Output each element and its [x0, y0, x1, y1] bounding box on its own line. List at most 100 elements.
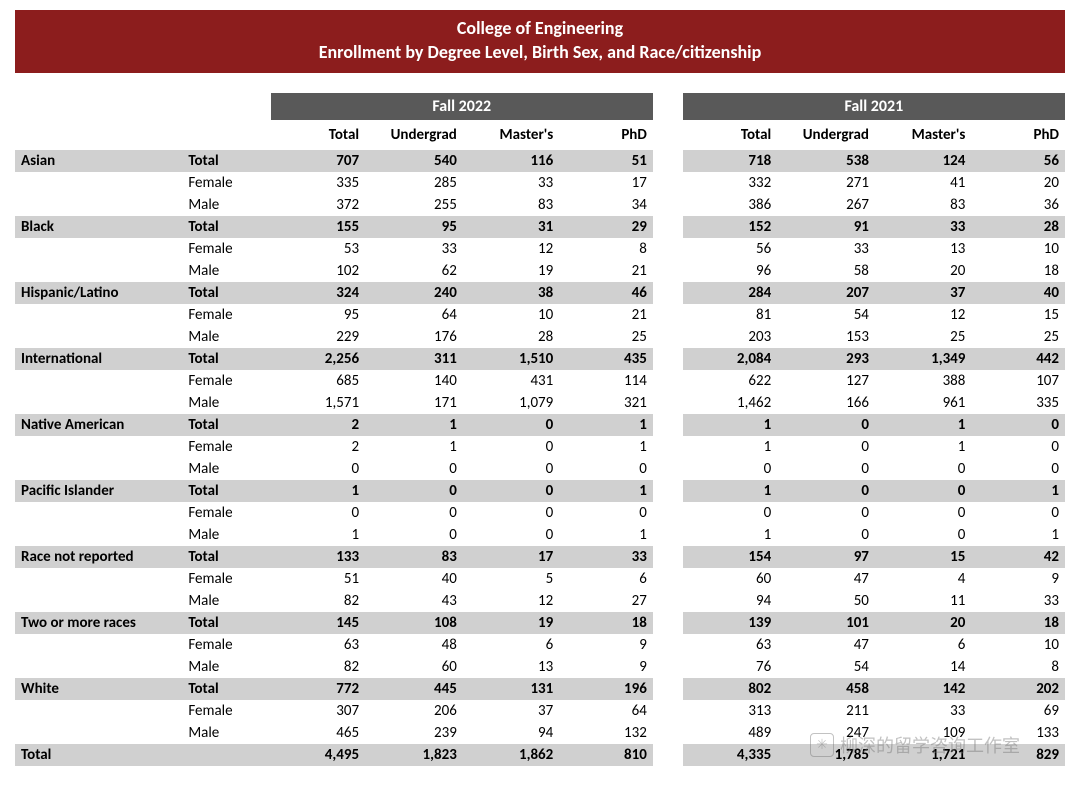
- value-cell: 5: [463, 568, 559, 590]
- value-cell: 64: [559, 700, 653, 722]
- watermark: ✳ 柳深的留学咨询工作室: [810, 732, 1020, 758]
- category-cell: Race not reported: [15, 546, 182, 568]
- table-row: Female21011010: [15, 436, 1065, 458]
- value-cell: 13: [875, 238, 971, 260]
- category-cell: [15, 524, 182, 546]
- value-cell: 2: [271, 436, 365, 458]
- value-cell: 1,349: [875, 348, 971, 370]
- value-cell: 1: [683, 480, 777, 502]
- value-cell: 0: [777, 480, 875, 502]
- category-cell: [15, 326, 182, 348]
- value-cell: 31: [463, 216, 559, 238]
- value-cell: 0: [463, 414, 559, 436]
- value-cell: 1,571: [271, 392, 365, 414]
- category-cell: [15, 590, 182, 612]
- value-cell: 9: [559, 634, 653, 656]
- value-cell: 54: [777, 656, 875, 678]
- category-cell: [15, 634, 182, 656]
- value-cell: 46: [559, 282, 653, 304]
- value-cell: 0: [971, 414, 1065, 436]
- value-cell: 1,462: [683, 392, 777, 414]
- col-left-1: Undergrad: [365, 120, 463, 150]
- value-cell: 20: [971, 172, 1065, 194]
- value-cell: 76: [683, 656, 777, 678]
- value-cell: 0: [463, 524, 559, 546]
- table-row: InternationalTotal2,2563111,5104352,0842…: [15, 348, 1065, 370]
- value-cell: 386: [683, 194, 777, 216]
- sex-cell: Total: [182, 678, 270, 700]
- value-cell: 0: [559, 458, 653, 480]
- value-cell: 101: [777, 612, 875, 634]
- value-cell: 802: [683, 678, 777, 700]
- value-cell: 12: [463, 238, 559, 260]
- table-row: Female00000000: [15, 502, 1065, 524]
- value-cell: 1: [683, 524, 777, 546]
- sex-cell: Female: [182, 634, 270, 656]
- value-cell: 707: [271, 150, 365, 172]
- value-cell: 1: [271, 524, 365, 546]
- table-row: Pacific IslanderTotal10011001: [15, 480, 1065, 502]
- sex-cell: Total: [182, 612, 270, 634]
- value-cell: 155: [271, 216, 365, 238]
- value-cell: 47: [777, 568, 875, 590]
- value-cell: 139: [683, 612, 777, 634]
- category-cell: Black: [15, 216, 182, 238]
- value-cell: 153: [777, 326, 875, 348]
- sex-cell: Female: [182, 238, 270, 260]
- category-cell: Two or more races: [15, 612, 182, 634]
- value-cell: 102: [271, 260, 365, 282]
- value-cell: 21: [559, 304, 653, 326]
- value-cell: 33: [875, 700, 971, 722]
- sex-cell: Male: [182, 458, 270, 480]
- category-cell: [15, 656, 182, 678]
- value-cell: 176: [365, 326, 463, 348]
- value-cell: 0: [559, 502, 653, 524]
- value-cell: 19: [463, 612, 559, 634]
- value-cell: 152: [683, 216, 777, 238]
- sex-cell: Total: [182, 150, 270, 172]
- category-cell: [15, 568, 182, 590]
- value-cell: 83: [365, 546, 463, 568]
- value-cell: 0: [365, 458, 463, 480]
- sex-cell: Male: [182, 194, 270, 216]
- value-cell: 4,335: [683, 744, 777, 766]
- value-cell: 47: [777, 634, 875, 656]
- value-cell: 40: [971, 282, 1065, 304]
- value-cell: 18: [971, 612, 1065, 634]
- watermark-text: 柳深的留学咨询工作室: [840, 732, 1020, 758]
- value-cell: 56: [683, 238, 777, 260]
- value-cell: 0: [365, 480, 463, 502]
- value-cell: 114: [559, 370, 653, 392]
- value-cell: 28: [971, 216, 1065, 238]
- category-cell: Hispanic/Latino: [15, 282, 182, 304]
- sex-cell: Male: [182, 260, 270, 282]
- col-left-0: Total: [271, 120, 365, 150]
- value-cell: 0: [777, 414, 875, 436]
- value-cell: 33: [559, 546, 653, 568]
- category-cell: Pacific Islander: [15, 480, 182, 502]
- table-row: Female30720637643132113369: [15, 700, 1065, 722]
- col-left-2: Master's: [463, 120, 559, 150]
- table-row: Race not reportedTotal133831733154971542: [15, 546, 1065, 568]
- value-cell: 0: [463, 502, 559, 524]
- value-cell: 271: [777, 172, 875, 194]
- value-cell: 202: [971, 678, 1065, 700]
- table-row: Female33528533173322714120: [15, 172, 1065, 194]
- sex-cell: Female: [182, 568, 270, 590]
- value-cell: 442: [971, 348, 1065, 370]
- value-cell: 56: [971, 150, 1065, 172]
- value-cell: 465: [271, 722, 365, 744]
- value-cell: 267: [777, 194, 875, 216]
- value-cell: 171: [365, 392, 463, 414]
- value-cell: 538: [777, 150, 875, 172]
- value-cell: 96: [683, 260, 777, 282]
- value-cell: 622: [683, 370, 777, 392]
- value-cell: 718: [683, 150, 777, 172]
- value-cell: 42: [971, 546, 1065, 568]
- value-cell: 124: [875, 150, 971, 172]
- year-band-row: Fall 2022 Fall 2021: [15, 93, 1065, 120]
- value-cell: 0: [683, 502, 777, 524]
- year-left-label: Fall 2022: [271, 93, 653, 120]
- value-cell: 0: [271, 458, 365, 480]
- value-cell: 10: [463, 304, 559, 326]
